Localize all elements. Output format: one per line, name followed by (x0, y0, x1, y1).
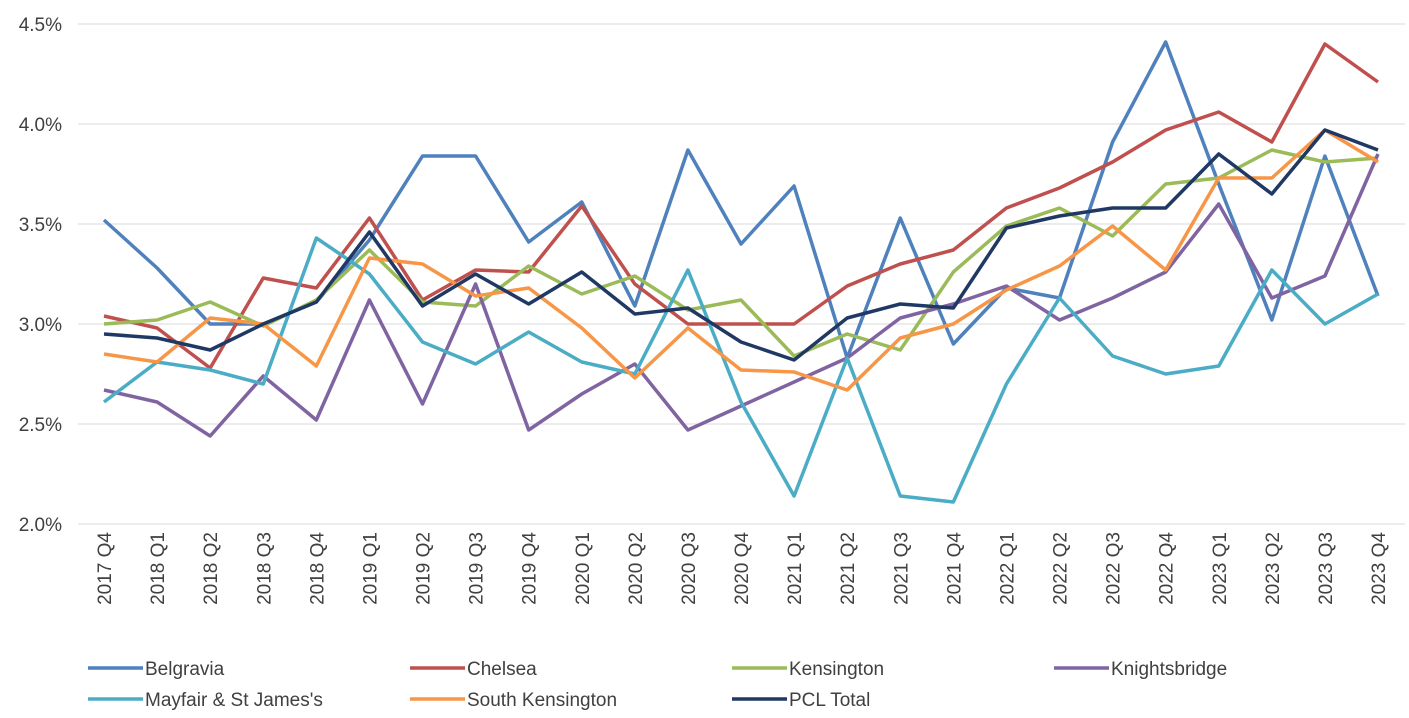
legend-label: PCL Total (789, 690, 870, 711)
x-tick-label: 2017 Q4 (95, 532, 116, 605)
x-tick-label: 2023 Q2 (1263, 532, 1284, 605)
x-tick-label: 2019 Q4 (520, 532, 541, 605)
y-tick-label: 2.5% (19, 415, 62, 436)
y-tick-label: 4.5% (19, 15, 62, 36)
series-line (103, 153, 1380, 438)
x-tick-label: 2020 Q4 (732, 532, 753, 605)
series-line (103, 128, 1379, 392)
x-tick-label: 2023 Q1 (1210, 532, 1231, 605)
series-line (103, 128, 1379, 362)
y-tick-label: 3.5% (19, 215, 62, 236)
legend-label: Belgravia (145, 659, 225, 680)
x-tick-label: 2019 Q2 (414, 532, 435, 605)
x-tick-label: 2022 Q4 (1157, 532, 1178, 605)
x-tick-label: 2019 Q3 (467, 532, 488, 605)
x-tick-label: 2018 Q2 (201, 532, 222, 605)
x-tick-label: 2022 Q1 (997, 532, 1018, 605)
y-tick-label: 2.0% (19, 515, 62, 536)
series-line (103, 42, 1380, 370)
legend-label: Chelsea (467, 659, 537, 680)
x-tick-label: 2021 Q4 (944, 532, 965, 605)
x-tick-label: 2022 Q3 (1104, 532, 1125, 605)
y-tick-label: 4.0% (19, 115, 62, 136)
x-tick-label: 2018 Q4 (307, 532, 328, 605)
legend-label: Mayfair & St James's (145, 690, 323, 711)
x-tick-label: 2021 Q2 (838, 532, 859, 605)
x-tick-label: 2018 Q3 (254, 532, 275, 605)
x-tick-label: 2022 Q2 (1051, 532, 1072, 605)
legend-label: Knightsbridge (1111, 659, 1227, 680)
series-line (102, 236, 1379, 504)
x-tick-label: 2021 Q3 (891, 532, 912, 605)
y-tick-label: 3.0% (19, 315, 62, 336)
x-tick-label: 2018 Q1 (148, 532, 169, 605)
x-tick-label: 2020 Q2 (626, 532, 647, 605)
x-tick-label: 2023 Q3 (1316, 532, 1337, 605)
x-tick-label: 2023 Q4 (1369, 532, 1390, 605)
legend-label: South Kensington (467, 690, 617, 711)
x-tick-label: 2020 Q3 (679, 532, 700, 605)
legend-label: Kensington (789, 659, 884, 680)
x-tick-label: 2021 Q1 (785, 532, 806, 605)
x-tick-label: 2020 Q1 (573, 532, 594, 605)
x-tick-label: 2019 Q1 (360, 532, 381, 605)
